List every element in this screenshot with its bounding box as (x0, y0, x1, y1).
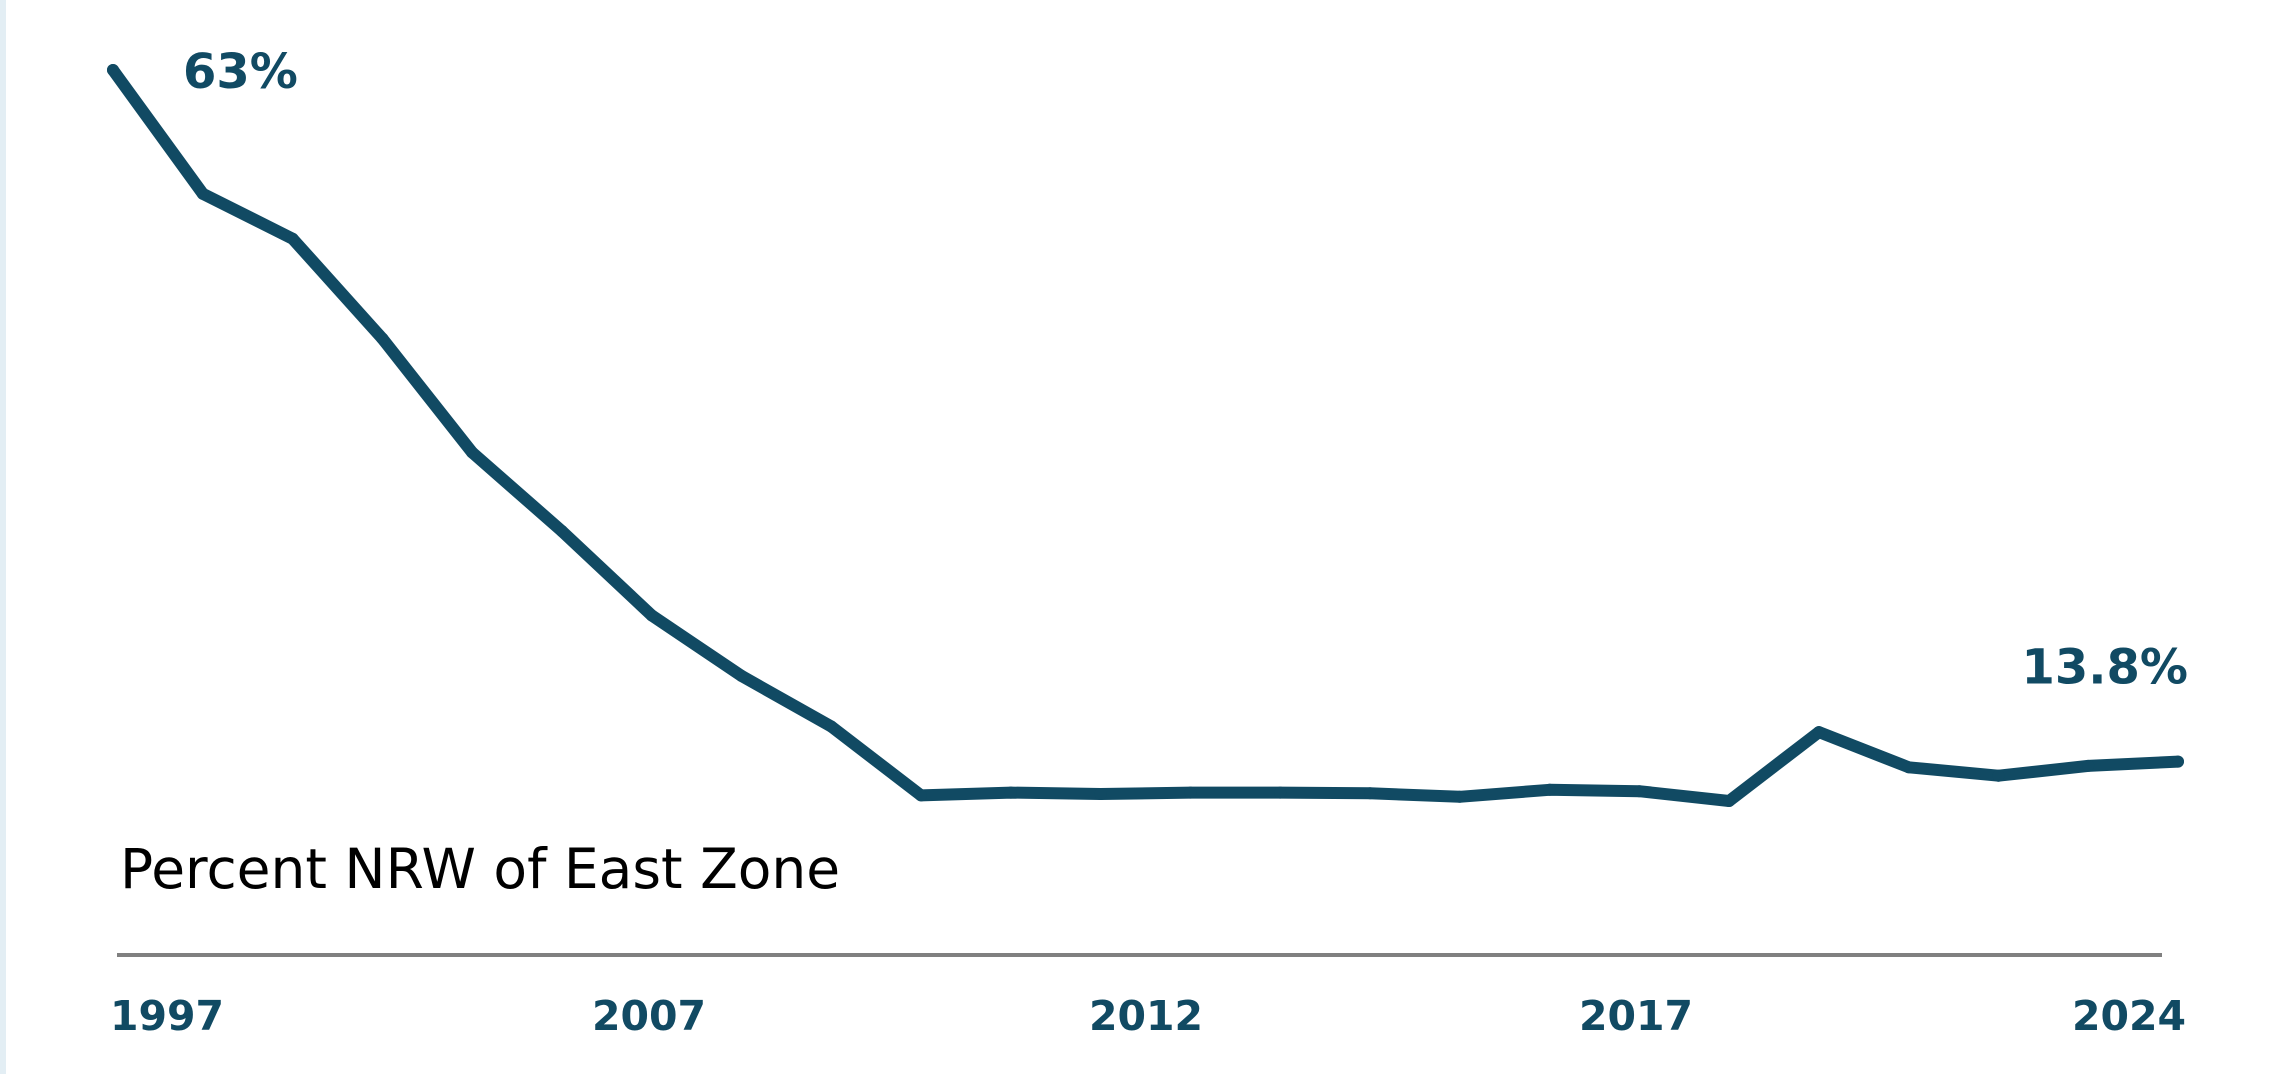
data-point (735, 669, 748, 682)
data-label: 63% (183, 44, 298, 100)
data-point (825, 720, 838, 733)
data-point (1902, 761, 1915, 774)
data-labels: 63% 13.8% (183, 44, 2188, 696)
data-point (1633, 785, 1646, 798)
data-point (1184, 786, 1197, 799)
data-point (645, 609, 658, 622)
left-edge-band (0, 0, 6, 1074)
data-point (107, 64, 119, 76)
line-layer (107, 64, 2184, 807)
x-tick-label: 2024 (2072, 992, 2186, 1040)
data-point (376, 332, 389, 345)
chart-title: Percent NRW of East Zone (120, 837, 840, 901)
series-line (107, 64, 2184, 807)
data-point (1543, 783, 1556, 796)
x-tick-label: 1997 (110, 992, 224, 1040)
data-point (286, 232, 299, 245)
data-point (1453, 790, 1466, 803)
x-tick-label: 2007 (592, 992, 706, 1040)
x-tick-label: 2012 (1089, 992, 1203, 1040)
data-point (2172, 755, 2184, 768)
data-point (196, 187, 209, 200)
data-point (1274, 786, 1287, 799)
data-point (1812, 726, 1825, 739)
data-point (1364, 787, 1376, 800)
data-point (466, 446, 479, 459)
data-point (1004, 786, 1017, 799)
x-tick-label: 2017 (1579, 992, 1693, 1040)
data-point (915, 789, 927, 802)
data-point (1723, 795, 1736, 807)
data-point (555, 525, 568, 538)
x-axis-ticks: 1997 2007 2012 2017 2024 (110, 992, 2186, 1040)
data-point (2082, 759, 2095, 772)
data-point (1992, 769, 2005, 782)
data-point (1094, 788, 1107, 800)
data-label: 13.8% (2021, 640, 2188, 696)
